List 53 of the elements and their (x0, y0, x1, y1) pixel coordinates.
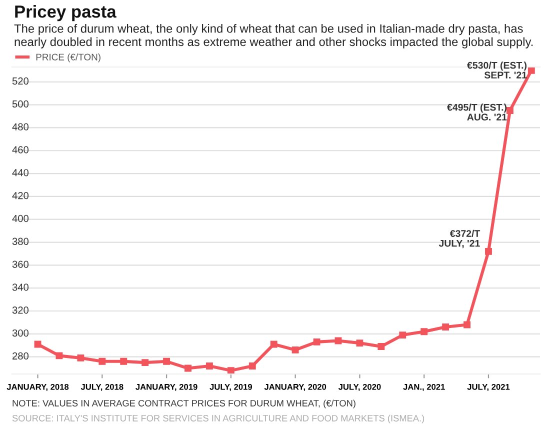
annotation: €495/T (EST.) AUG. '21 (447, 104, 507, 120)
point (506, 107, 514, 114)
point (206, 362, 213, 370)
annotation: €372/T JULY, '21 (438, 230, 480, 248)
point (442, 324, 450, 331)
point (313, 338, 320, 346)
chart-subtitle: The price of durum wheat, the only kind of wheat that can be used in Italian-made dry pasta, has nearly doubled in recent months as extreme weather and other shocks impacted the global supply. (14, 24, 533, 48)
point (270, 340, 278, 348)
y-tick-label: 320 (12, 306, 29, 314)
legend-label: PRICE (€/TON) (36, 53, 100, 62)
point (378, 343, 385, 350)
point (356, 340, 364, 347)
point (34, 340, 42, 348)
point (184, 364, 192, 372)
y-tick-label: 300 (12, 329, 29, 337)
point (77, 354, 84, 362)
point (142, 359, 149, 366)
x-tick-label: JAN., 2021 (403, 384, 445, 392)
point (98, 358, 106, 365)
point (227, 367, 234, 374)
point (528, 67, 535, 74)
point (248, 362, 256, 370)
x-tick-label: JULY, 2021 (467, 384, 510, 392)
y-tick-label: 340 (12, 284, 29, 291)
point (399, 332, 406, 339)
y-tick-label: 500 (12, 100, 29, 108)
point (485, 248, 492, 255)
point (120, 358, 128, 365)
point (420, 328, 428, 336)
y-tick-label: 480 (12, 123, 29, 130)
y-tick-label: 280 (12, 352, 29, 360)
y-tick-label: 360 (12, 260, 29, 268)
point (292, 346, 299, 354)
y-tick-label: 440 (12, 169, 29, 176)
point (334, 337, 342, 344)
annotation: €530/T (EST.) SEPT. '21 (467, 62, 527, 78)
y-tick-label: 520 (12, 77, 29, 85)
y-tick-label: 400 (12, 214, 29, 222)
point (163, 358, 170, 365)
source-note: SOURCE: ITALY'S INSTITUTE FOR SERVICES IN AGRICULTURE AND FOOD MARKETS (ISMEA.) (12, 414, 424, 424)
point (56, 352, 63, 360)
y-tick-label: 460 (12, 146, 29, 154)
x-tick-label: JANUARY, 2019 (136, 384, 198, 392)
x-tick-label: JANUARY, 2018 (6, 384, 69, 392)
point (464, 321, 470, 328)
x-tick-label: JULY, 2020 (338, 384, 381, 392)
y-tick-label: 380 (12, 238, 29, 245)
x-tick-label: JULY, 2019 (210, 384, 252, 392)
x-tick-label: JULY, 2018 (80, 384, 124, 392)
text: NOTE: VALUES IN AVERAGE CONTRACT PRICES FOR DURUM WHEAT, (€/TON) (12, 400, 356, 408)
x-tick-label: JANUARY, 2020 (264, 384, 326, 392)
y-tick-label: 420 (12, 192, 29, 200)
chart-title: Pricey pasta (15, 5, 116, 22)
